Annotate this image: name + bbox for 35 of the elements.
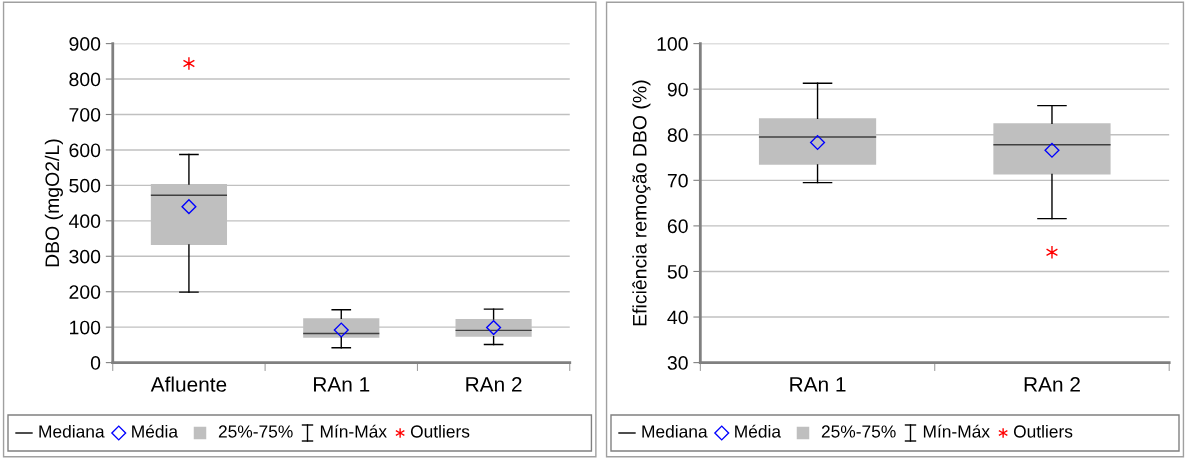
- y-tick-label: 700: [69, 107, 101, 122]
- text: Mediana: [642, 424, 708, 438]
- y-tick-label: 600: [69, 143, 101, 158]
- x-tick-label: Afluente: [150, 376, 227, 392]
- y-tick-label: 40: [667, 310, 688, 325]
- y-tick-label: 100: [70, 320, 101, 335]
- y-tick-label: 800: [69, 72, 101, 87]
- x-tick-label: RAn 2: [466, 377, 522, 392]
- text: 25%-75%: [821, 425, 896, 438]
- x-tick-label: RAn 1: [314, 377, 370, 392]
- y-tick-label: 80: [667, 128, 688, 142]
- text: Mín-Máx: [923, 424, 990, 438]
- text: Média: [735, 424, 782, 438]
- y-axis-title: DBO (mgO2/L): [44, 139, 63, 267]
- y-tick-label: 0: [90, 356, 101, 370]
- y-tick-label: 500: [69, 178, 101, 193]
- text: Outliers: [1013, 424, 1073, 438]
- y-axis-title: Eficiência remoção DBO (%): [632, 80, 651, 326]
- y-tick-label: 300: [69, 249, 101, 264]
- x-tick-label: RAn 1: [790, 377, 846, 392]
- text: Outliers: [410, 424, 470, 438]
- y-tick-label: 70: [667, 173, 688, 188]
- x-tick-label: RAn 2: [1024, 377, 1080, 392]
- y-tick-label: 200: [69, 285, 101, 299]
- text: Mín-Máx: [320, 424, 387, 438]
- y-tick-label: 90: [667, 82, 688, 97]
- text: Média: [132, 424, 179, 438]
- y-tick-label: 400: [68, 214, 101, 229]
- y-tick-label: 30: [667, 356, 688, 370]
- y-tick-label: 50: [667, 264, 688, 279]
- text: 25%-75%: [218, 425, 293, 438]
- text: Mediana: [39, 424, 105, 438]
- y-tick-label: 100: [657, 37, 688, 51]
- y-tick-label: 900: [69, 37, 101, 51]
- y-tick-label: 60: [667, 219, 688, 234]
